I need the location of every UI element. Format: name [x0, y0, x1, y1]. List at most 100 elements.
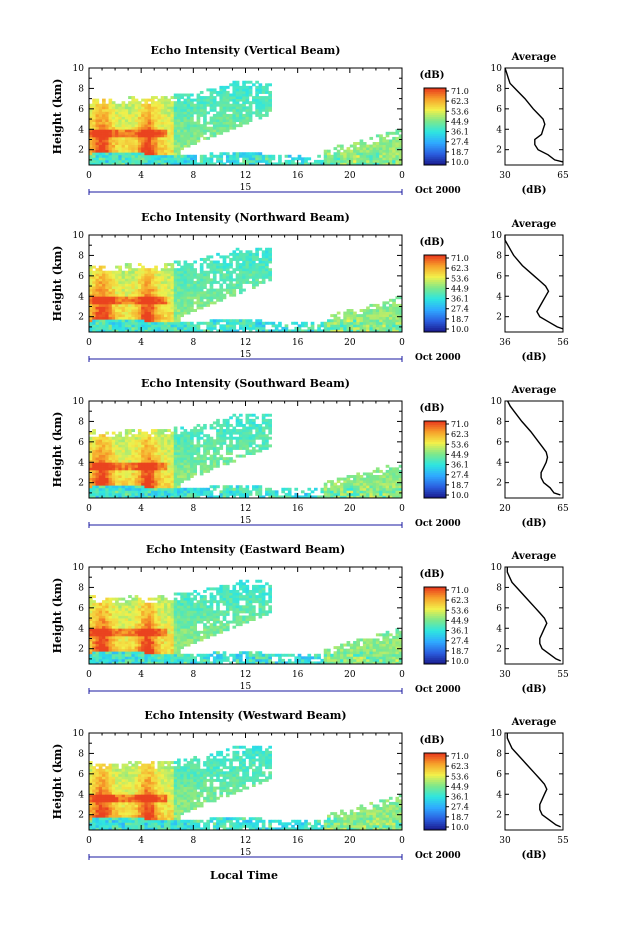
- heatmap-cell: [212, 263, 217, 267]
- heatmap-cell: [118, 490, 122, 494]
- heatmap-cell: [154, 441, 158, 445]
- heatmap-cell: [190, 157, 194, 161]
- heatmap-cell: [124, 283, 129, 287]
- heatmap-cell: [379, 321, 383, 325]
- heatmap-cell: [95, 139, 100, 143]
- heatmap-cell: [209, 255, 214, 259]
- heatmap-cell: [346, 154, 351, 158]
- heatmap-cell: [375, 487, 380, 491]
- heatmap-cell: [173, 273, 178, 277]
- heatmap-cell: [163, 288, 168, 292]
- heatmap-cell: [89, 439, 93, 443]
- heatmap-cell: [154, 480, 158, 484]
- heatmap-cell: [92, 131, 96, 135]
- heatmap-cell: [163, 311, 168, 315]
- heatmap-cell: [131, 480, 136, 484]
- heatmap-cell: [108, 147, 113, 151]
- heatmap-cell: [147, 444, 152, 448]
- heatmap-cell: [154, 157, 158, 161]
- heatmap-cell: [317, 495, 321, 499]
- heatmap-cell: [229, 434, 233, 438]
- heatmap-cell: [190, 134, 194, 138]
- heatmap-cell: [160, 98, 165, 102]
- heatmap-cell: [137, 152, 142, 156]
- heatmap-cell: [388, 485, 393, 489]
- heatmap-cell: [219, 319, 224, 323]
- heatmap-cell: [359, 324, 364, 328]
- heatmap-cell: [147, 316, 152, 320]
- heatmap-cell: [212, 129, 217, 133]
- heatmap-cell: [180, 314, 184, 318]
- heatmap-cell: [134, 134, 139, 138]
- heatmap-cell: [163, 439, 168, 443]
- heatmap-cell: [102, 159, 106, 163]
- heatmap-cell: [245, 108, 250, 112]
- heatmap-cell: [242, 96, 246, 100]
- heatmap-cell: [157, 293, 162, 297]
- heatmap-cell: [229, 431, 233, 435]
- heatmap-cell: [245, 98, 250, 102]
- heatmap-cell: [157, 462, 162, 466]
- heatmap-cell: [232, 288, 237, 292]
- heatmap-cell: [111, 288, 116, 292]
- heatmap-cell: [105, 472, 109, 476]
- heatmap-cell: [261, 418, 266, 422]
- colorbar-swatch: [424, 130, 446, 133]
- heatmap-cell: [154, 482, 158, 486]
- heatmap-cell: [170, 263, 175, 267]
- heatmap-cell: [105, 283, 109, 287]
- heatmap-cell: [167, 436, 171, 440]
- heatmap-cell: [245, 449, 250, 453]
- heatmap-cell: [160, 482, 165, 486]
- heatmap-cell: [154, 111, 158, 115]
- heatmap-cell: [167, 301, 171, 305]
- heatmap-cell: [160, 136, 165, 140]
- heatmap-cell: [177, 454, 181, 458]
- heatmap-cell: [209, 321, 214, 325]
- heatmap-cell: [199, 306, 204, 310]
- heatmap-cell: [346, 321, 351, 325]
- heatmap-cell: [229, 108, 233, 112]
- heatmap-cell: [124, 263, 129, 267]
- heatmap-cell: [108, 108, 113, 112]
- heatmap-cell: [131, 492, 136, 496]
- heatmap-cell: [248, 88, 253, 92]
- heatmap-cell: [206, 464, 211, 468]
- heatmap-cell: [111, 477, 116, 481]
- colorbar-swatch: [424, 446, 446, 449]
- heatmap-cell: [216, 434, 220, 438]
- heatmap-cell: [252, 83, 256, 87]
- heatmap-cell: [124, 480, 129, 484]
- heatmap-cell: [124, 439, 129, 443]
- heatmap-cell: [115, 273, 119, 277]
- heatmap-cell: [177, 106, 181, 110]
- heatmap-cell: [248, 449, 253, 453]
- heatmap-cell: [225, 85, 230, 89]
- heatmap-cell: [137, 441, 142, 445]
- heatmap-cell: [150, 314, 155, 318]
- heatmap-cell: [121, 457, 126, 461]
- heatmap-cell: [121, 444, 126, 448]
- heatmap-cell: [385, 492, 390, 496]
- heatmap-cell: [268, 252, 272, 256]
- heatmap-cell: [170, 321, 175, 325]
- heatmap-cell: [147, 309, 152, 312]
- heatmap-cell: [222, 124, 227, 128]
- heatmap-cell: [219, 291, 224, 295]
- colorbar-swatch: [424, 444, 446, 447]
- heatmap-cell: [121, 129, 126, 133]
- heatmap-cell: [362, 154, 367, 158]
- heatmap-cell: [160, 131, 165, 135]
- heatmap-cell: [118, 457, 122, 461]
- heatmap-cell: [160, 487, 165, 491]
- heatmap-cell: [89, 633, 93, 637]
- heatmap-cell: [150, 149, 155, 153]
- colorbar-swatch: [424, 88, 446, 91]
- heatmap-cell: [219, 293, 224, 297]
- heatmap-cell: [115, 296, 119, 300]
- heatmap-cell: [95, 108, 100, 112]
- heatmap-cell: [186, 119, 191, 122]
- colorbar-swatch: [424, 113, 446, 116]
- heatmap-cell: [121, 139, 126, 143]
- heatmap-cell: [225, 444, 230, 448]
